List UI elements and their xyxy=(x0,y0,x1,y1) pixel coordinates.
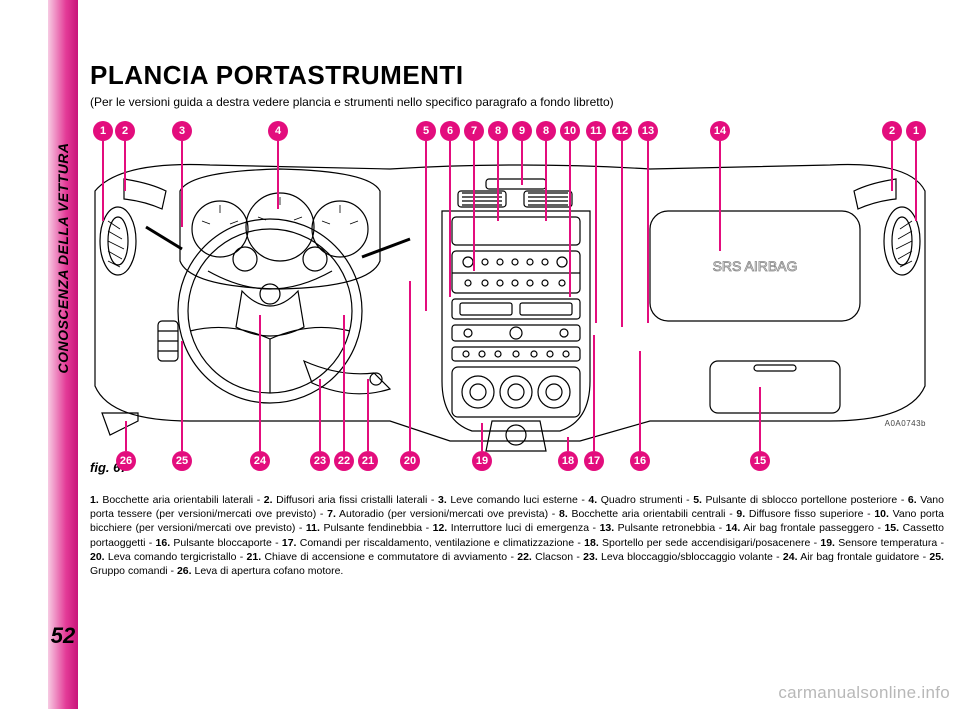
leader-line xyxy=(647,141,649,323)
page-subtitle: (Per le versioni guida a destra vedere p… xyxy=(90,95,944,109)
watermark: carmanualsonline.info xyxy=(778,683,950,703)
leader-line xyxy=(639,351,641,451)
leader-line xyxy=(719,141,721,251)
callout-badge-bottom: 21 xyxy=(358,451,378,471)
callout-badge-top: 10 xyxy=(560,121,580,141)
leader-line xyxy=(181,141,183,227)
leader-line xyxy=(277,141,279,209)
leader-line xyxy=(409,281,411,451)
leader-line xyxy=(497,141,499,221)
leader-line xyxy=(481,423,483,451)
leader-line xyxy=(181,341,183,451)
callout-badge-bottom: 15 xyxy=(750,451,770,471)
callout-badge-top: 11 xyxy=(586,121,606,141)
callout-badge-bottom: 18 xyxy=(558,451,578,471)
callout-badge-bottom: 26 xyxy=(116,451,136,471)
leader-line xyxy=(595,141,597,323)
leader-line xyxy=(367,379,369,451)
leader-line xyxy=(593,335,595,451)
callout-badge-top: 4 xyxy=(268,121,288,141)
image-code: A0A0743b xyxy=(885,419,926,428)
leader-line xyxy=(891,141,893,191)
callout-badge-top: 2 xyxy=(115,121,135,141)
spine: CONOSCENZA DELLA VETTURA 52 xyxy=(48,0,78,709)
spine-label: CONOSCENZA DELLA VETTURA xyxy=(55,142,71,373)
callout-badge-bottom: 25 xyxy=(172,451,192,471)
leader-line xyxy=(521,141,523,185)
leader-line xyxy=(545,141,547,221)
leader-line xyxy=(473,141,475,271)
dashboard-figure: SRS AIRBAG xyxy=(90,121,930,471)
leader-line xyxy=(343,315,345,451)
dashboard-svg: SRS AIRBAG xyxy=(90,121,930,471)
callout-badge-top: 7 xyxy=(464,121,484,141)
callout-badge-top: 14 xyxy=(710,121,730,141)
page-number: 52 xyxy=(51,623,75,649)
callout-badge-bottom: 20 xyxy=(400,451,420,471)
leader-line xyxy=(449,141,451,297)
callout-badge-bottom: 22 xyxy=(334,451,354,471)
callout-badge-top: 13 xyxy=(638,121,658,141)
leader-line xyxy=(759,387,761,451)
leader-line xyxy=(915,141,917,221)
callout-badge-top: 5 xyxy=(416,121,436,141)
leader-line xyxy=(567,437,569,451)
callout-badge-top: 8 xyxy=(488,121,508,141)
callout-badge-bottom: 16 xyxy=(630,451,650,471)
airbag-text: SRS AIRBAG xyxy=(713,258,798,274)
leader-line xyxy=(621,141,623,327)
leader-line xyxy=(569,141,571,297)
callout-badge-bottom: 24 xyxy=(250,451,270,471)
legend-text: 1. Bocchette aria orientabili laterali -… xyxy=(90,493,944,578)
leader-line xyxy=(124,141,126,191)
page-title: PLANCIA PORTASTRUMENTI xyxy=(90,60,944,91)
callout-badge-bottom: 17 xyxy=(584,451,604,471)
leader-line xyxy=(102,141,104,221)
callout-badge-top: 12 xyxy=(612,121,632,141)
leader-line xyxy=(125,421,127,451)
callout-badge-bottom: 19 xyxy=(472,451,492,471)
content: PLANCIA PORTASTRUMENTI (Per le versioni … xyxy=(90,60,944,679)
callout-badge-top: 8 xyxy=(536,121,556,141)
callout-badge-top: 2 xyxy=(882,121,902,141)
leader-line xyxy=(425,141,427,311)
callout-badge-top: 6 xyxy=(440,121,460,141)
callout-badge-top: 1 xyxy=(93,121,113,141)
leader-line xyxy=(319,379,321,451)
leader-line xyxy=(259,315,261,451)
callout-badge-bottom: 23 xyxy=(310,451,330,471)
callout-badge-top: 9 xyxy=(512,121,532,141)
callout-badge-top: 1 xyxy=(906,121,926,141)
callout-badge-top: 3 xyxy=(172,121,192,141)
